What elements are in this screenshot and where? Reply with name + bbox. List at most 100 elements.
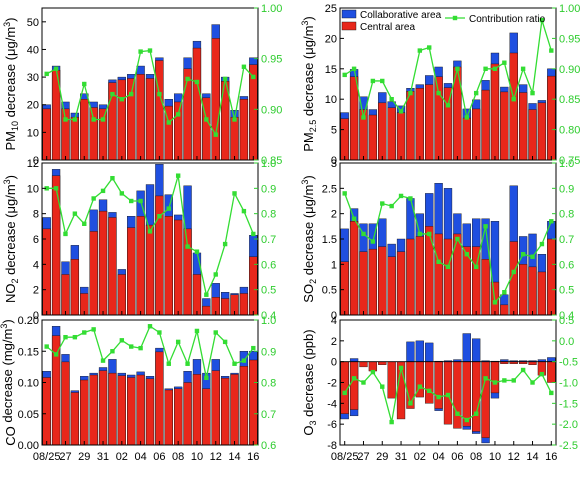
bar-central [164,389,173,446]
bar-central [42,228,51,316]
bar-collaborative-pos [462,333,471,362]
ratio-point [483,66,488,71]
ratio-point [464,417,469,423]
bar-central [80,379,89,446]
x-tick-label: 31 [97,451,109,463]
ratio-point [222,339,228,345]
ratio-point [436,259,441,264]
x-tick-label: 10 [191,451,203,463]
bar-central [239,98,249,161]
bar-central [518,264,528,316]
bar-central [406,238,415,316]
ratio-point [119,97,125,102]
y-axis-label-part: decrease (mg/m [0,329,15,427]
bar-central [127,377,136,446]
ratio-point [241,64,247,69]
x-tick-label: 08 [470,451,482,463]
bar-central [239,366,249,446]
bar-central [192,274,202,316]
ratio-point [44,71,49,77]
y2-tick-label: -1.5 [559,398,578,410]
y-axis-label: PM10 decrease (μg/m3) [2,17,20,150]
bar-central [61,274,70,316]
ratio-point [530,380,535,385]
y2-tick-label: 0.85 [261,155,282,167]
ratio-point [398,193,404,199]
y-tick-label: 30 [27,72,39,84]
panel-1: 0 5 10 15 20 25 0.75 0.80 0.85 0.90 0.95 1.00 PM2.5 … [300,3,580,167]
y2-tick-label: 0.0 [559,336,574,348]
y-tick-label: 10 [27,127,39,139]
ratio-point [408,401,413,406]
y-tick-label: -4 [327,398,337,410]
y-axis-label-part: ) [3,17,18,21]
ratio-point [351,216,357,221]
ratio-point [100,358,106,363]
x-tick-label: 27 [59,451,71,463]
ratio-point [138,198,143,204]
y-axis-label-part: PM [301,132,316,152]
ratio-point [342,390,347,396]
y2-tick-label: 0.9 [261,346,276,358]
ratio-point [72,117,78,122]
x-tick-label: 14 [228,451,240,463]
bar-central [387,107,396,161]
ratio-point [138,345,143,351]
y-axis-label-part: 2.5 [308,120,318,133]
y2-tick-label: 0.7 [261,409,276,421]
ratio-point [251,74,256,80]
y-tick-label: 1 [331,259,337,271]
ratio-point [351,66,357,71]
ratio-point [129,344,134,349]
ratio-point [157,214,162,219]
bar-collaborative-pos [547,357,556,362]
x-tick-label: 12 [508,451,520,463]
bar-central [387,361,396,399]
ratio-point [63,231,68,237]
bar-central [415,236,424,316]
ratio-point [483,376,488,381]
ratio-point [241,208,247,214]
ratio-point [351,376,357,381]
ratio-point [445,103,451,108]
bar-central [192,47,202,161]
ratio-point [185,244,190,249]
ratio-point [213,272,218,277]
ratio-point [44,344,49,349]
bar-central [117,79,126,161]
bar-central [453,361,462,429]
bar-central [425,84,434,161]
y-tick-label: 0.20 [18,315,39,327]
bar-central [61,361,70,446]
ratio-point [175,173,181,178]
x-tick-label: 08/25 [331,451,359,463]
ratio-point [361,115,366,120]
y-tick-label: 8 [33,209,39,221]
ratio-point [166,361,171,366]
panel-frame [339,7,557,161]
bar-central [80,98,89,161]
legend-marker-ratio [452,15,458,21]
ratio-point [455,66,460,71]
ratio-point [417,48,423,53]
ratio-point [147,324,153,329]
ratio-point [232,361,237,366]
ratio-point [511,269,516,275]
y-tick-label: 2 [33,285,39,297]
panel-5: -8-6-4-2024-2.5-2.0-1.5-1.0-0.50.00.508/… [301,315,578,463]
y2-tick-label: 0.5 [559,315,574,327]
x-tick-label: 29 [78,451,90,463]
bar-central [211,370,220,446]
y2-tick-label: 1.00 [261,3,282,15]
y-axis-label-part: ) [0,319,15,323]
y2-tick-label: 0.6 [261,259,276,271]
ratio-point [342,191,347,196]
bar-central [164,215,173,316]
ratio-point [222,241,228,247]
bar-central [462,361,471,427]
ratio-point [194,249,200,254]
bar-central [211,38,220,161]
